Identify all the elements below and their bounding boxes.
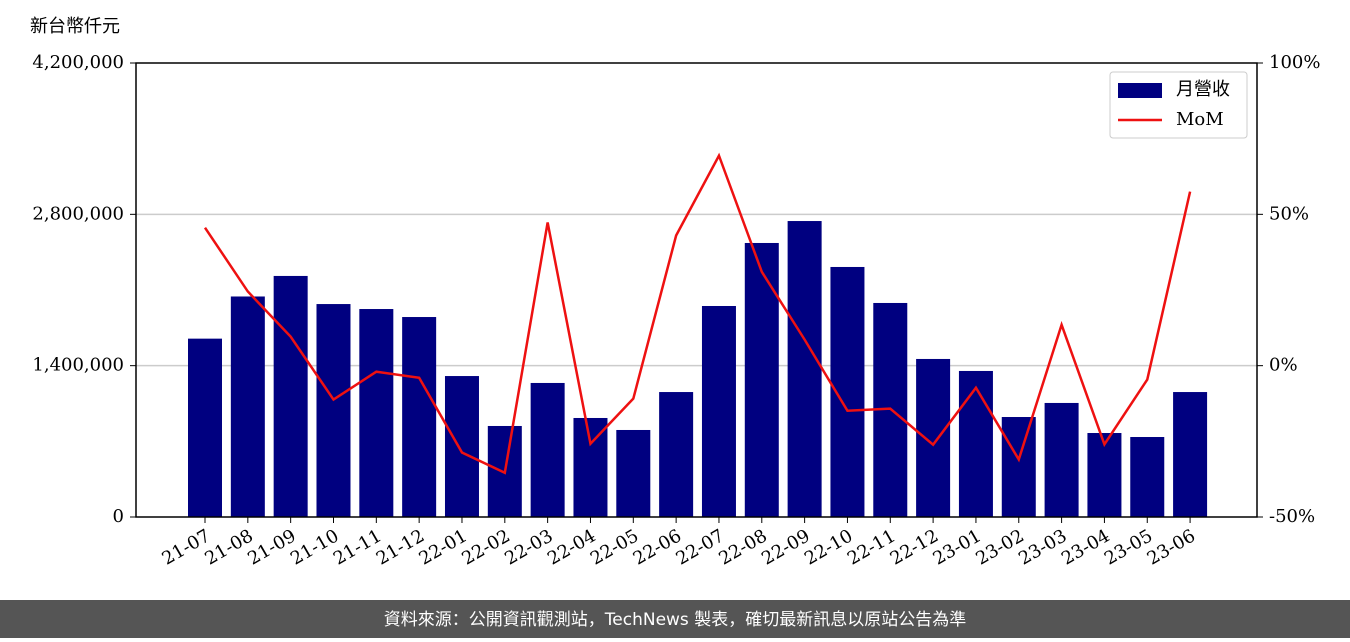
- legend-label: MoM: [1176, 109, 1224, 130]
- y-axis-title: 新台幣仟元: [30, 16, 120, 37]
- y2-tick-label: -50%: [1269, 506, 1315, 527]
- legend-swatch: [1118, 83, 1162, 98]
- footer-bar: [0, 600, 1350, 638]
- x-tick-label: 22-08: [715, 525, 770, 569]
- legend-label: 月營收: [1176, 79, 1230, 100]
- bar: [616, 429, 651, 517]
- x-tick-label: 21-11: [330, 525, 385, 569]
- x-tick-label: 22-10: [801, 525, 856, 569]
- bar: [958, 370, 993, 517]
- x-tick-label: 23-01: [930, 525, 985, 569]
- x-tick-label: 23-02: [972, 525, 1027, 569]
- x-tick-label: 22-03: [501, 525, 556, 569]
- bar: [273, 275, 308, 517]
- footer-source: 資料來源：公開資訊觀測站，TechNews 製表，確切最新訊息以原站公告為準: [384, 610, 966, 630]
- y2-tick-label: 50%: [1269, 203, 1309, 224]
- y2-tick-label: 0%: [1269, 355, 1298, 376]
- bar: [402, 317, 437, 517]
- bar: [230, 296, 265, 517]
- y-tick-label: 4,200,000: [32, 52, 124, 73]
- x-tick-label: 22-06: [630, 525, 685, 569]
- x-tick-label: 21-08: [201, 525, 256, 569]
- y-tick-label: 2,800,000: [32, 203, 124, 224]
- x-tick-label: 22-01: [416, 525, 471, 569]
- mom-line: [203, 152, 1192, 475]
- bar: [787, 221, 822, 518]
- bar: [1130, 437, 1165, 517]
- bar: [1044, 402, 1079, 517]
- x-tick-label: 23-05: [1101, 525, 1156, 569]
- x-tick-label: 22-07: [673, 525, 728, 569]
- bar: [530, 382, 565, 517]
- x-tick-label: 22-05: [587, 525, 642, 569]
- x-tick-label: 23-06: [1144, 525, 1199, 569]
- x-tick-label: 22-12: [887, 525, 942, 569]
- bar: [744, 242, 779, 517]
- x-tick-label: 21-12: [373, 525, 428, 569]
- bar: [359, 309, 394, 517]
- bar: [188, 338, 222, 517]
- x-tick-label: 21-07: [159, 525, 214, 569]
- plot-frame: [135, 62, 1258, 518]
- bar: [659, 392, 694, 517]
- bar: [1173, 392, 1208, 517]
- x-tick-label: 22-04: [544, 525, 599, 569]
- x-tick-label: 22-11: [844, 525, 899, 569]
- x-tick-label: 22-09: [758, 525, 813, 569]
- bar: [573, 417, 608, 517]
- y2-tick-label: 100%: [1269, 52, 1320, 73]
- x-tick-label: 23-04: [1058, 525, 1113, 569]
- bar: [1001, 417, 1036, 517]
- bar: [316, 304, 351, 517]
- bar: [701, 305, 736, 517]
- y-tick-label: 0: [113, 506, 124, 527]
- bar: [1087, 433, 1122, 517]
- x-tick-label: 22-02: [458, 525, 513, 569]
- bar: [444, 376, 479, 517]
- x-tick-label: 21-10: [287, 525, 342, 569]
- x-tick-label: 21-09: [244, 525, 299, 569]
- x-tick-label: 23-03: [1015, 525, 1070, 569]
- y-tick-label: 1,400,000: [32, 355, 124, 376]
- bar: [916, 358, 951, 517]
